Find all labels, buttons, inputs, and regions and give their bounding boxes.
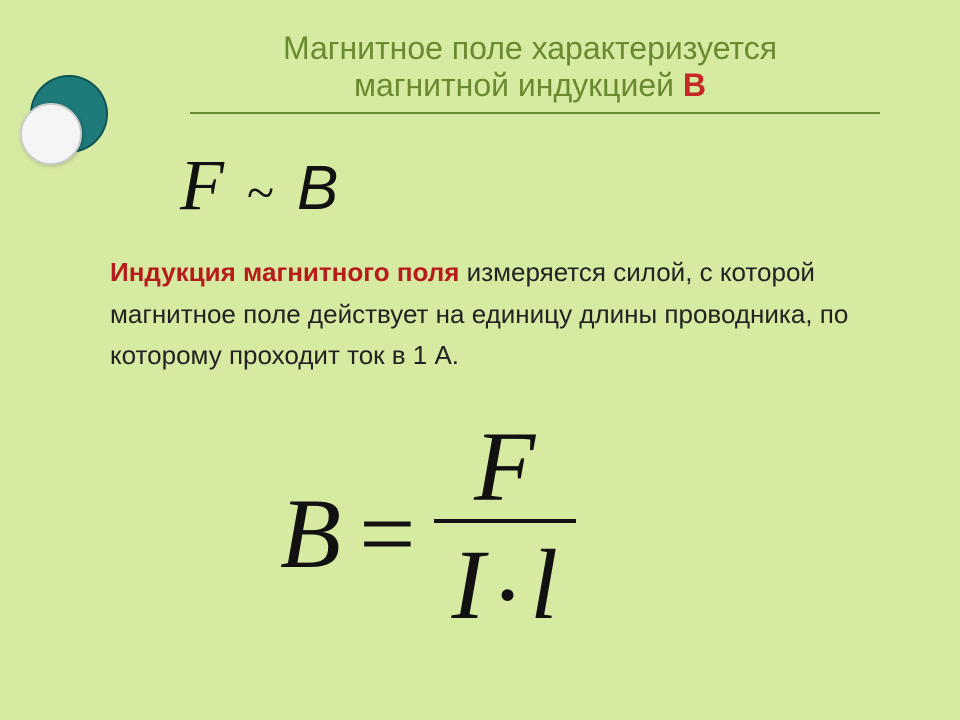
definition-emphasis: Индукция магнитного поля: [110, 257, 459, 287]
formula-dot: ·: [491, 539, 524, 650]
slide-title: Магнитное поле характеризуется магнитной…: [160, 30, 900, 104]
decorative-circles: [20, 75, 120, 175]
formula-l: l: [530, 529, 558, 640]
relation-tilde: ~: [247, 164, 274, 220]
formula-lhs-B: B: [280, 476, 341, 591]
formula-bar: [434, 519, 576, 523]
relation-F-prop-B: F ~ B: [180, 144, 900, 227]
relation-B: B: [297, 154, 338, 223]
slide: Магнитное поле характеризуется магнитной…: [0, 0, 960, 720]
title-line-2: магнитной индукцией В: [160, 67, 900, 104]
formula-denominator: I·l: [434, 525, 576, 650]
definition-text: Индукция магнитного поля измеряется сило…: [110, 252, 870, 377]
title-line-2-prefix: магнитной индукцией: [354, 67, 683, 103]
formula-B: B = F I·l: [280, 417, 900, 650]
circle-front: [20, 103, 82, 165]
relation-F: F: [180, 145, 224, 225]
title-line-1: Магнитное поле характеризуется: [160, 30, 900, 67]
formula-fraction: F I·l: [434, 417, 576, 650]
title-symbol-B: В: [683, 67, 706, 103]
title-underline: [190, 112, 880, 114]
formula-I: I: [452, 529, 485, 640]
formula-numerator: F: [454, 417, 555, 517]
formula-equals: =: [359, 476, 415, 591]
